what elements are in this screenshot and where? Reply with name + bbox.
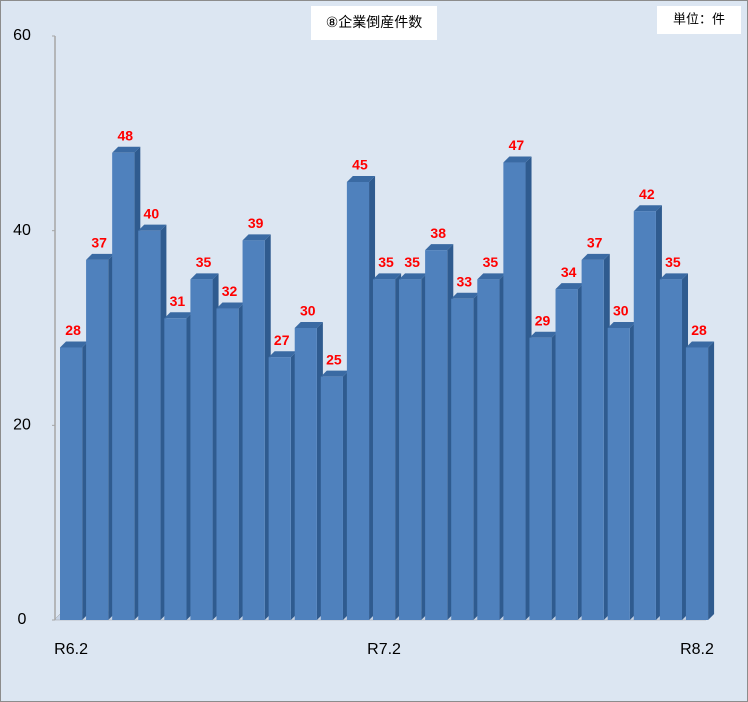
bar (659, 279, 683, 620)
value-label: 42 (639, 186, 655, 202)
y-tick-label: 60 (13, 27, 31, 44)
bar-top (372, 273, 402, 280)
bar (242, 240, 265, 620)
unit-box (657, 6, 741, 34)
bar-top (164, 312, 193, 319)
value-label: 35 (196, 254, 212, 270)
bar (112, 152, 135, 621)
bar (685, 347, 709, 620)
value-label: 31 (170, 293, 186, 309)
bar (216, 308, 239, 620)
bar (86, 259, 109, 620)
value-label: 34 (561, 264, 577, 280)
value-label: 30 (300, 303, 316, 319)
x-tick-label: R6.2 (54, 641, 88, 658)
bar-top (294, 322, 323, 328)
value-label: 28 (65, 322, 81, 338)
bar-top (633, 205, 662, 212)
value-label: 35 (404, 254, 420, 270)
value-label: 35 (483, 254, 499, 270)
bar-top (216, 302, 245, 309)
y-tick-label: 40 (13, 222, 31, 239)
y-tick-label: 20 (13, 417, 31, 434)
bar-top (138, 224, 167, 231)
bar-top (242, 234, 271, 241)
value-label: 40 (144, 205, 160, 221)
bar-top (346, 176, 376, 182)
value-label: 35 (665, 254, 681, 270)
value-label: 30 (613, 303, 629, 319)
value-label: 45 (352, 157, 368, 173)
bar-top (529, 331, 558, 338)
x-tick-label: R7.2 (367, 641, 401, 658)
bar-top (425, 244, 454, 251)
y-tick-label: 0 (18, 611, 27, 628)
bar-top (86, 253, 115, 260)
x-tick-label: R8.2 (680, 641, 714, 658)
value-label: 47 (509, 137, 525, 153)
value-label: 32 (222, 283, 238, 299)
bar (190, 279, 213, 620)
unit-label: 単位：件 (673, 12, 725, 28)
chart-title: ⑧企業倒産件数 (326, 14, 423, 31)
bar-top (268, 351, 297, 358)
value-label: 29 (535, 312, 551, 328)
bar (477, 279, 500, 620)
bar (451, 298, 474, 620)
value-label: 37 (587, 235, 603, 251)
bar (581, 259, 604, 620)
bar-top (659, 273, 689, 280)
value-label: 48 (117, 128, 133, 144)
bar-top (581, 253, 610, 260)
bar (320, 376, 343, 620)
bar (372, 279, 396, 620)
value-label: 25 (326, 351, 342, 367)
bar (60, 347, 83, 620)
value-label: 37 (91, 235, 107, 251)
bar (425, 250, 448, 620)
bar-top (399, 273, 428, 280)
value-label: 33 (456, 274, 472, 290)
bar-top (190, 273, 219, 280)
value-label: 27 (274, 332, 290, 348)
bar (294, 328, 317, 620)
bar (529, 337, 552, 620)
bar (164, 318, 187, 620)
value-label: 35 (378, 254, 394, 270)
value-label: 38 (430, 225, 446, 241)
bar-top (607, 322, 636, 328)
bar-top (685, 341, 715, 348)
bar (346, 182, 370, 620)
bar-top (451, 292, 480, 299)
bar (503, 162, 526, 621)
bar-top (503, 156, 532, 163)
bar-top (555, 283, 584, 290)
bar-top (320, 370, 349, 377)
bar-side (708, 341, 715, 620)
bar (633, 211, 656, 620)
bar (138, 230, 161, 620)
bar (607, 328, 630, 620)
bar (555, 289, 578, 620)
bar-top (60, 341, 89, 348)
bar-top (477, 273, 506, 280)
bar-top (112, 146, 141, 153)
bar (399, 279, 422, 620)
bar (268, 357, 291, 620)
value-label: 28 (691, 322, 707, 338)
title-box (311, 6, 437, 40)
value-label: 39 (248, 215, 264, 231)
